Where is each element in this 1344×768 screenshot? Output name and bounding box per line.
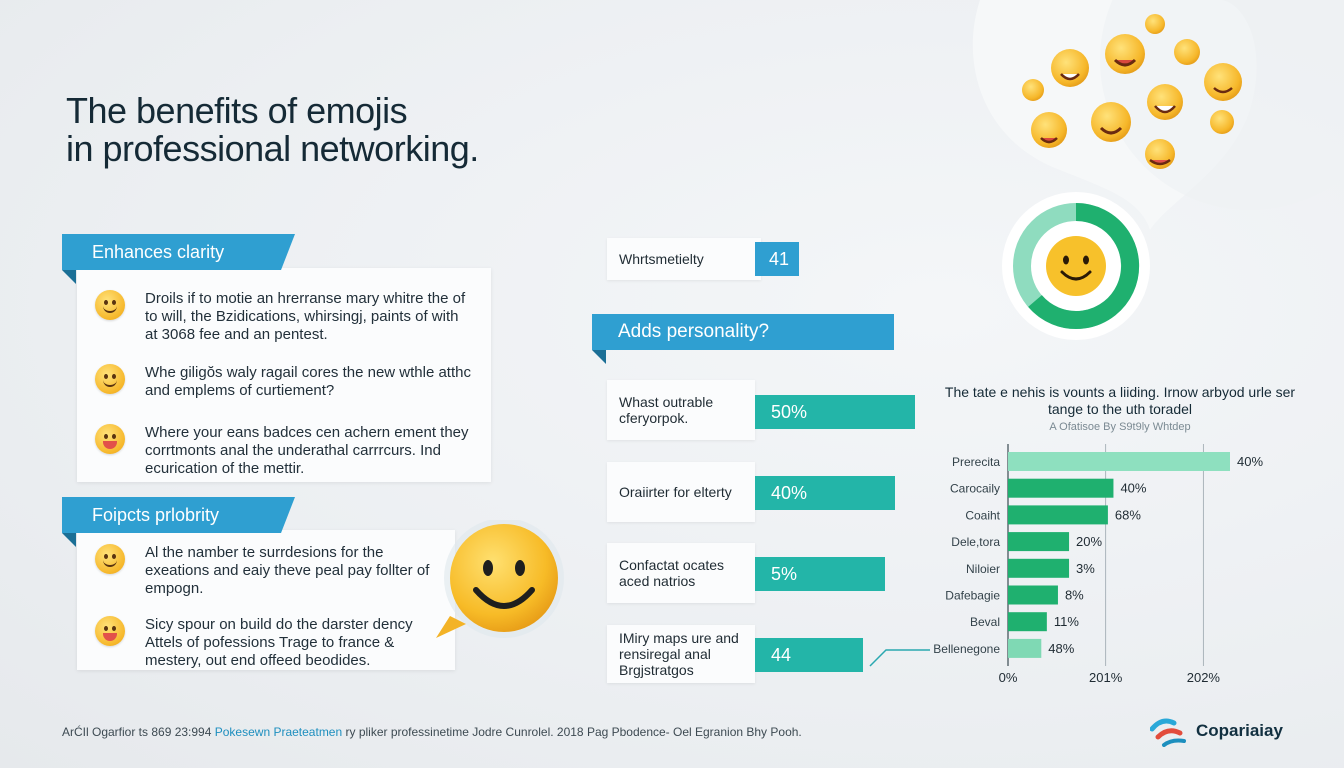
section2-fold [62, 533, 76, 547]
list-item: Where your eans badces cen achern ement … [95, 424, 473, 478]
list-item: Whe giligŏs waly ragail cores the new w… [95, 364, 473, 400]
bar [1008, 478, 1114, 498]
stat-value-text: 5% [771, 563, 798, 584]
list-item-text: Droils if to motie an hrerranse mary whi… [145, 290, 466, 343]
section2-header: Foipcts prlobrity [62, 497, 295, 533]
bar [1008, 505, 1108, 525]
chart-subtitle: A Ofatisoe By S9t9ly Whtdep [930, 421, 1310, 433]
bar [1008, 558, 1070, 578]
stat-label-text: Oraiirter for elterty [619, 484, 732, 500]
top-stat-label: Whrtsmetielty [607, 238, 761, 280]
chart-subtitle-text: A Ofatisoe By S9t9ly Whtdep [1049, 421, 1191, 433]
top-stat-label-text: Whrtsmetielty [619, 251, 704, 267]
bar-value-label: 48% [1048, 641, 1074, 656]
section1-header-label: Enhances clarity [92, 242, 225, 262]
list-item: Droils if to motie an hrerranse mary whi… [95, 290, 473, 344]
category-label: Dele,tora [951, 535, 1000, 549]
stat-value-text: 50% [771, 401, 808, 422]
hot-face-icon [95, 616, 125, 646]
category-label: Coaiht [965, 508, 1000, 522]
footer-text: ArĆIl Ogarfior ts 869 23:994 Pokesewn Pr… [62, 725, 802, 739]
grinning-face-icon [95, 364, 125, 394]
stat-value-bar: 44 [755, 638, 863, 672]
x-tick-label: 0% [999, 670, 1018, 685]
footer-suffix: ry pliker professinetime Jodre Cunrolel.… [342, 725, 802, 739]
middle-header-label: Adds personality? [618, 321, 770, 342]
bar [1008, 532, 1070, 552]
brand-name: Copariaiay [1196, 721, 1283, 740]
list-item-text: Al the namber te surrdesions for the exe… [145, 544, 430, 597]
stat-label: Oraiirter for elterty [607, 462, 755, 522]
brand-logo-icon [1150, 718, 1186, 747]
smiling-face-icon [95, 544, 125, 574]
section1-card [77, 268, 491, 482]
chart-title: The tate e nehis is vounts a liiding. Ir… [930, 384, 1310, 418]
stat-value-text: 44 [771, 644, 792, 665]
page-title: The benefits of emojis in professional n… [66, 92, 479, 168]
connector-line [869, 649, 930, 667]
stat-label: Confactat ocates aced natrios [607, 543, 755, 603]
footer-highlight: Pokesewn Praeteatmen [214, 725, 343, 739]
stat-value-bar: 5% [755, 557, 885, 591]
section2-card [77, 530, 455, 670]
stat-value-bar: 40% [755, 476, 895, 510]
category-label: Carocaily [950, 482, 1000, 496]
stat-value-bar: 50% [755, 395, 915, 429]
middle-header: Adds personality? [592, 314, 894, 350]
x-tick-label: 202% [1187, 670, 1221, 685]
bar [1008, 638, 1042, 658]
stat-label: Whast outrable cferyorpok. [607, 380, 755, 440]
stat-label: IMiry maps ure and rensiregal anal Brgjs… [607, 625, 755, 683]
stat-label-text: IMiry maps ure and rensiregal anal Brgjs… [619, 630, 739, 678]
chart-title-text: The tate e nehis is vounts a liiding. Ir… [944, 384, 1296, 417]
bar [1008, 612, 1047, 632]
category-label: Niloier [966, 562, 1000, 576]
x-tick-label: 201% [1089, 670, 1123, 685]
stat-label-text: Confactat ocates aced natrios [619, 557, 725, 589]
smiling-face-icon [95, 290, 125, 320]
bar [1008, 452, 1230, 471]
bar-value-label: 11% [1054, 614, 1079, 629]
section1-fold [62, 270, 76, 284]
category-label: Prerecita [952, 455, 1000, 469]
footer-prefix: ArĆIl Ogarfior ts 869 23:994 [62, 725, 215, 739]
top-stat-value-text: 41 [769, 248, 790, 269]
category-label: Beval [970, 615, 1000, 629]
title-line-1: The benefits of emojis [66, 90, 408, 131]
bar-value-label: 40% [1120, 481, 1146, 496]
category-label: Dafebagie [945, 589, 1000, 603]
list-item-text: Where your eans badces cen achern ement … [145, 424, 469, 477]
list-item-text: Whe giligŏs waly ragail cores the new w… [145, 364, 471, 399]
brand: Copariaiay [1150, 715, 1283, 747]
stat-value-text: 40% [771, 482, 808, 503]
tongue-face-icon [95, 424, 125, 454]
bar-value-label: 3% [1076, 561, 1095, 576]
bar-value-label: 68% [1115, 507, 1141, 522]
category-label: Bellenegone [933, 642, 1000, 656]
bar-value-label: 8% [1065, 588, 1084, 603]
list-item: Al the namber te surrdesions for the exe… [95, 544, 437, 598]
bar-value-label: 40% [1237, 454, 1263, 469]
section1-items: Droils if to motie an hrerranse mary whi… [77, 268, 491, 482]
section2-items: Al the namber te surrdesions for the exe… [77, 530, 455, 670]
section1-header: Enhances clarity [62, 234, 295, 270]
bar-chart: Prerecita 40% Carocaily 40% Coaiht 68% Dele,to… [933, 444, 1263, 685]
emoji-cluster-icon [1022, 14, 1242, 169]
section2-header-label: Foipcts prlobrity [92, 505, 220, 525]
big-smiley-icon [436, 520, 564, 638]
donut-emoji-graphic [1002, 192, 1150, 340]
title-line-2: in professional networking. [66, 128, 479, 169]
top-stat-value: 41 [755, 242, 799, 276]
bar [1008, 585, 1058, 605]
stat-label-text: Whast outrable cferyorpok. [619, 394, 714, 426]
list-item: Sicy spour on build do the darster dency… [95, 616, 437, 670]
bar-value-label: 20% [1076, 534, 1102, 549]
list-item-text: Sicy spour on build do the darster dency… [145, 616, 413, 669]
middle-fold [592, 350, 606, 364]
